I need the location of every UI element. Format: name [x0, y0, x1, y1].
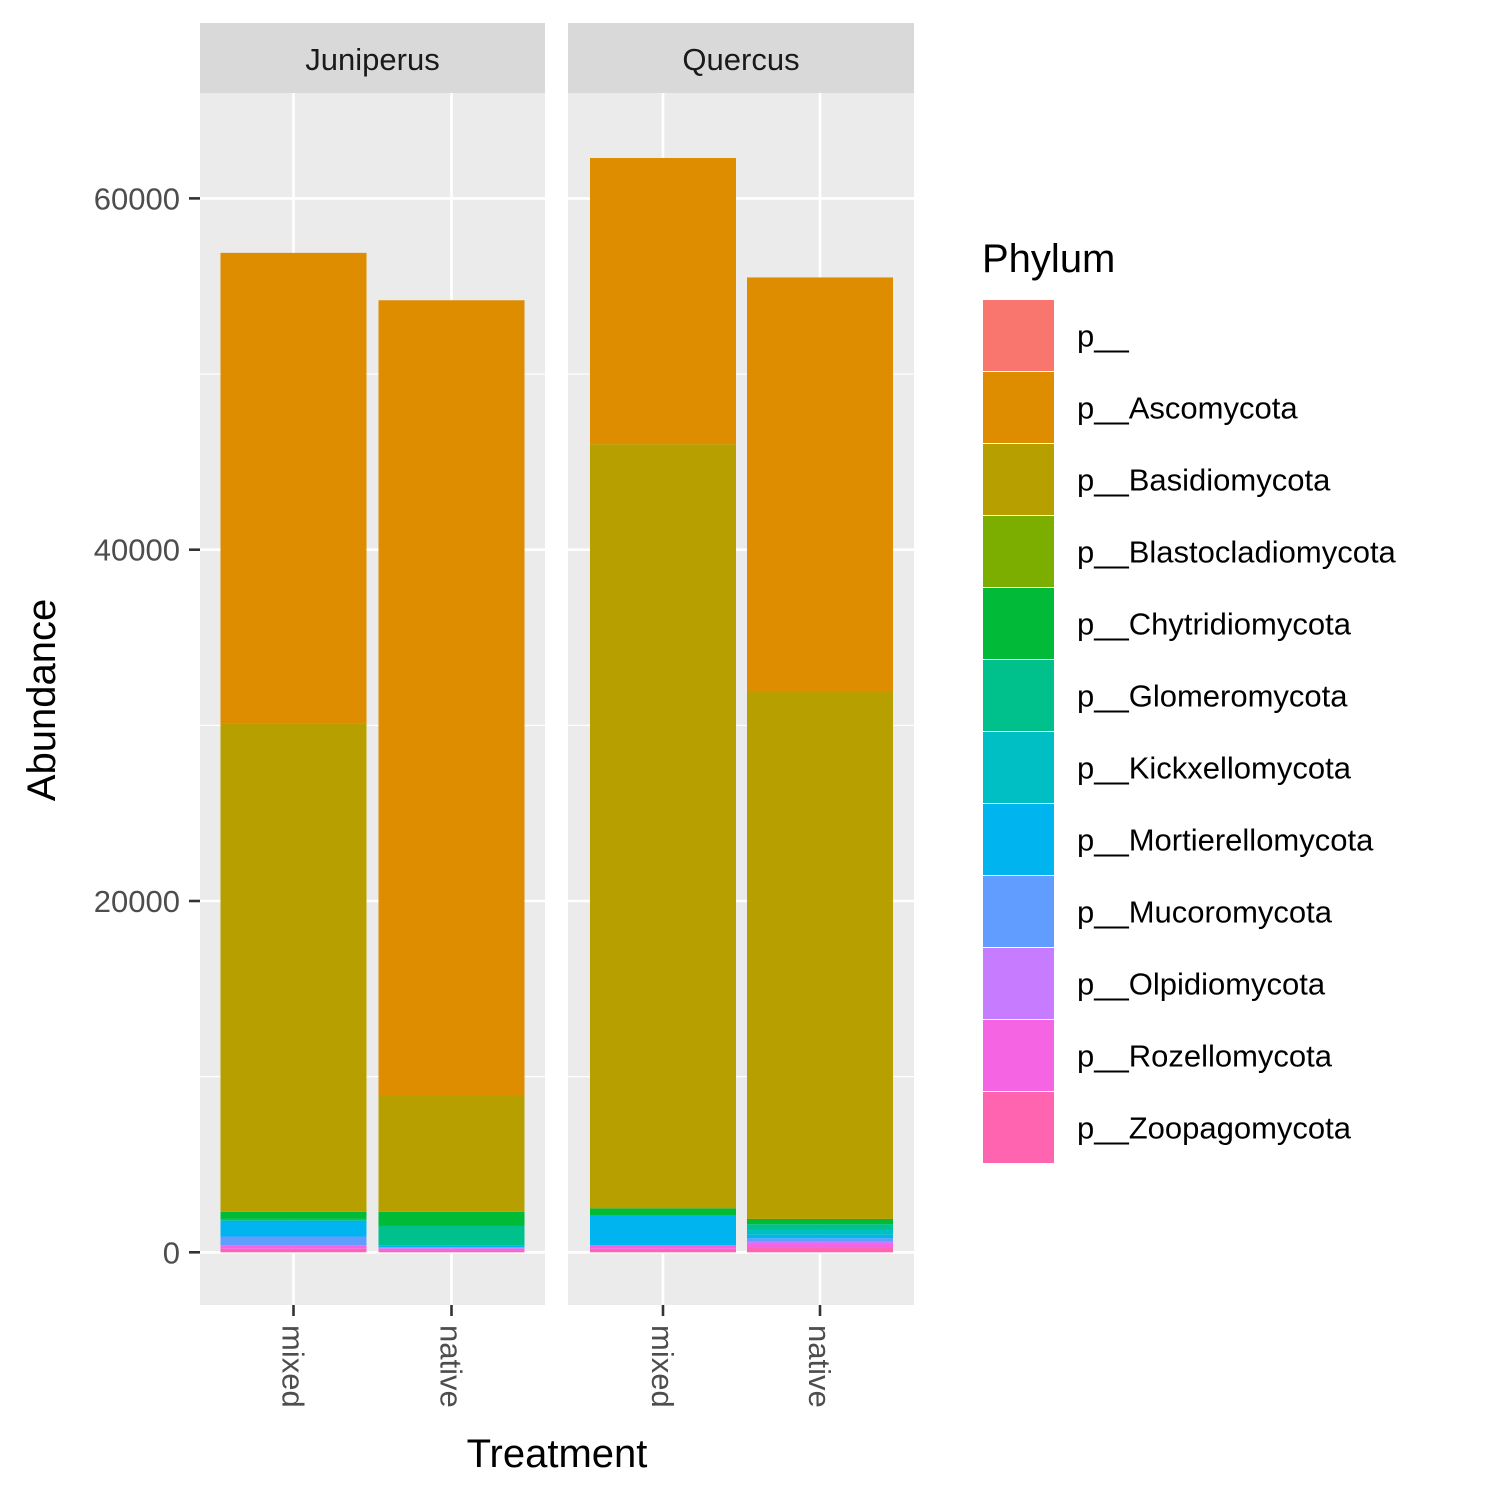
bar-segment-juniperus-native-pchytridiomycota [378, 1211, 525, 1226]
legend-key-label: p__Ascomycota [1077, 391, 1298, 426]
legend-key-label: p__Olpidiomycota [1077, 967, 1326, 1002]
legend-key-swatch [983, 804, 1054, 875]
y-tick-label: 20000 [94, 884, 180, 919]
bar-segment-juniperus-native-polpidiomycota [378, 1247, 525, 1249]
facet-strip-quercus [568, 23, 914, 93]
legend-key-label: p__Glomeromycota [1077, 679, 1348, 714]
y-axis-title: Abundance [20, 599, 64, 801]
x-tick-label: mixed [645, 1325, 680, 1408]
bar-segment-quercus-mixed-pascomycota [590, 157, 736, 445]
legend-keys: p__ p__Ascomycota p__Basidiomycota p__Blast… [983, 300, 1397, 1163]
legend-key-swatch [983, 588, 1054, 659]
bar-segment-quercus-native-pmucoromycota [747, 1238, 893, 1242]
legend-key-swatch [983, 1020, 1054, 1091]
legend-key-swatch [983, 876, 1054, 947]
x-tick-label: native [802, 1325, 837, 1408]
facet-label-juniperus: Juniperus [305, 42, 439, 77]
legend-key-swatch [983, 1092, 1054, 1163]
bar-segment-quercus-native-pchytridiomycota [747, 1218, 893, 1225]
bar-segment-quercus-mixed-pchytridiomycota [590, 1208, 736, 1216]
bar-segment-juniperus-mixed-prozellomycota [220, 1245, 367, 1249]
facet-label-quercus: Quercus [682, 42, 799, 77]
y-axis: 0 20000 40000 60000 [94, 181, 200, 1270]
legend-key-swatch [983, 516, 1054, 587]
legend-key-label: p__Rozellomycota [1077, 1039, 1333, 1074]
x-tick-label: mixed [276, 1325, 311, 1408]
bar-segment-juniperus-native-prozellomycota [378, 1248, 525, 1251]
bar-segment-juniperus-native-pbasidiomycota [378, 1095, 525, 1212]
bar-segment-quercus-mixed-pmortierellomycota [590, 1215, 736, 1246]
y-tick-label: 40000 [94, 533, 180, 568]
x-tick-label: native [434, 1325, 469, 1408]
bar-segment-juniperus-native-pascomycota [378, 300, 525, 1096]
bar-segment-quercus-native-pbasidiomycota [747, 691, 893, 1219]
bar-segment-quercus-mixed-pbasidiomycota [590, 444, 736, 1209]
bar-segment-juniperus-mixed-pascomycota [220, 252, 367, 724]
facet-strip-juniperus [200, 23, 545, 93]
legend-key-label: p__Zoopagomycota [1077, 1111, 1352, 1146]
legend-key-label: p__Mortierellomycota [1077, 823, 1374, 858]
bars [220, 157, 893, 1253]
bar-segment-juniperus-native-pglomeromycota [378, 1225, 525, 1246]
bar-segment-juniperus-mixed-pbasidiomycota [220, 723, 367, 1212]
bar-segment-juniperus-mixed-pzoopagomycota [220, 1248, 367, 1253]
bar-segment-juniperus-mixed-pmortierellomycota [220, 1220, 367, 1237]
legend: Phylum p__p__Ascomycotap__Basidiomycotap… [982, 237, 1397, 1163]
legend-key-swatch [983, 300, 1054, 371]
x-axis-title: Treatment [467, 1432, 648, 1476]
bar-segment-juniperus-mixed-pmucoromycota [220, 1236, 367, 1246]
bar-segment-quercus-native-pglomeromycota [747, 1224, 893, 1230]
bar-segment-quercus-native-pmortierellomycota [747, 1234, 893, 1239]
legend-key-swatch [983, 732, 1054, 803]
bar-segment-quercus-native-pkickxellomycota [747, 1229, 893, 1235]
bar-segment-juniperus-mixed-pchytridiomycota [220, 1211, 367, 1219]
legend-key-label: p__Basidiomycota [1077, 463, 1331, 498]
bar-segment-quercus-mixed-prozellomycota [590, 1245, 736, 1249]
x-axis: mixed native mixed native [276, 1305, 837, 1408]
legend-key-label: p__ [1077, 319, 1129, 354]
bar-segment-juniperus-native-pzoopagomycota [378, 1250, 525, 1253]
legend-key-label: p__Chytridiomycota [1077, 607, 1352, 642]
bar-segment-quercus-native-pzoopagomycota [747, 1247, 893, 1253]
legend-key-swatch [983, 372, 1054, 443]
legend-key-label: p__Kickxellomycota [1077, 751, 1352, 786]
legend-key-swatch [983, 948, 1054, 1019]
y-tick-label: 60000 [94, 181, 180, 216]
bar-segment-quercus-native-pascomycota [747, 277, 893, 692]
legend-title: Phylum [982, 237, 1115, 281]
legend-key-swatch [983, 660, 1054, 731]
bar-segment-quercus-native-polpidiomycota [747, 1241, 893, 1244]
y-tick-label: 0 [163, 1235, 180, 1270]
bar-segment-quercus-mixed-pzoopagomycota [590, 1248, 736, 1253]
bar-segment-juniperus-native-pmortierellomycota [378, 1245, 525, 1248]
legend-key-swatch [983, 444, 1054, 515]
bar-segment-quercus-native-prozellomycota [747, 1243, 893, 1248]
legend-key-label: p__Blastocladiomycota [1077, 535, 1397, 570]
bar-segment-juniperus-mixed-pglomeromycota [220, 1218, 367, 1221]
legend-key-label: p__Mucoromycota [1077, 895, 1333, 930]
